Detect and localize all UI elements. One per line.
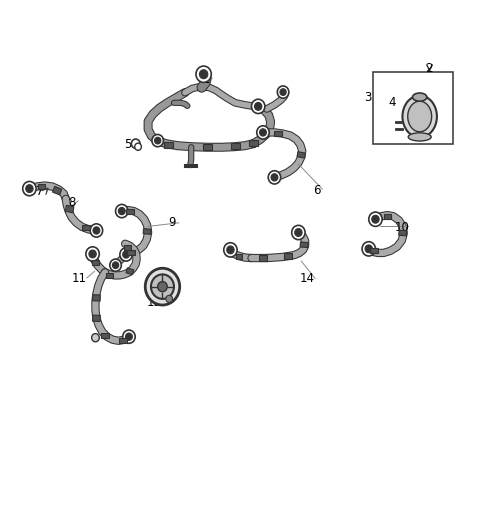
Circle shape: [365, 245, 372, 253]
Bar: [107, 273, 113, 278]
Circle shape: [254, 102, 262, 110]
Circle shape: [196, 66, 211, 82]
Circle shape: [271, 174, 278, 181]
Circle shape: [135, 143, 142, 151]
Ellipse shape: [408, 101, 432, 132]
Ellipse shape: [402, 96, 437, 137]
Bar: [101, 333, 109, 338]
Bar: [93, 315, 100, 322]
Circle shape: [120, 248, 132, 261]
Circle shape: [257, 126, 269, 139]
Bar: [126, 268, 134, 275]
Bar: [384, 214, 391, 219]
Bar: [53, 186, 62, 195]
Circle shape: [166, 295, 172, 303]
Bar: [275, 131, 282, 136]
Circle shape: [86, 247, 99, 261]
Bar: [300, 242, 308, 248]
Bar: [284, 253, 292, 259]
Circle shape: [26, 185, 33, 193]
Ellipse shape: [408, 133, 431, 141]
Bar: [259, 255, 267, 261]
Circle shape: [227, 246, 234, 254]
Bar: [124, 245, 131, 250]
Circle shape: [145, 268, 180, 305]
Bar: [164, 142, 172, 148]
Circle shape: [23, 181, 36, 196]
Ellipse shape: [412, 93, 427, 101]
Text: 5: 5: [124, 138, 131, 151]
Text: 12: 12: [145, 281, 160, 294]
Bar: [249, 140, 258, 146]
Circle shape: [362, 242, 375, 256]
Circle shape: [157, 282, 167, 292]
Text: 11: 11: [72, 272, 87, 286]
Circle shape: [277, 86, 289, 98]
Circle shape: [123, 251, 130, 258]
Bar: [143, 228, 151, 234]
Text: 10: 10: [395, 221, 409, 234]
Text: 14: 14: [300, 272, 314, 286]
Circle shape: [110, 259, 121, 271]
Text: 7: 7: [36, 185, 44, 198]
Circle shape: [224, 243, 237, 257]
Bar: [92, 260, 99, 265]
Text: 6: 6: [313, 184, 320, 197]
Text: 2: 2: [425, 61, 433, 75]
Text: 1: 1: [203, 73, 210, 87]
Bar: [93, 295, 100, 301]
Circle shape: [112, 262, 119, 269]
Circle shape: [295, 228, 302, 237]
Bar: [231, 143, 240, 150]
Circle shape: [268, 170, 281, 184]
Circle shape: [119, 207, 125, 215]
Circle shape: [151, 274, 174, 299]
Circle shape: [90, 224, 103, 237]
Bar: [297, 152, 305, 158]
Circle shape: [152, 135, 163, 147]
Circle shape: [93, 227, 100, 234]
Circle shape: [199, 70, 208, 79]
Circle shape: [369, 212, 382, 226]
Circle shape: [155, 137, 161, 144]
Text: 9: 9: [168, 216, 176, 229]
Bar: [120, 338, 127, 343]
Circle shape: [292, 225, 305, 240]
Circle shape: [126, 333, 132, 340]
Circle shape: [92, 334, 99, 342]
Text: 13: 13: [146, 296, 161, 309]
Bar: [82, 225, 90, 230]
Bar: [127, 250, 135, 255]
Circle shape: [252, 99, 265, 114]
Circle shape: [260, 129, 266, 136]
Circle shape: [132, 139, 140, 148]
Bar: [37, 184, 45, 189]
Circle shape: [89, 250, 96, 258]
Circle shape: [280, 89, 286, 95]
Bar: [203, 144, 212, 151]
Circle shape: [372, 216, 379, 223]
Bar: [65, 205, 74, 213]
Circle shape: [116, 204, 128, 218]
Bar: [370, 248, 378, 253]
Bar: [126, 208, 134, 214]
Text: 8: 8: [68, 197, 75, 209]
Text: 4: 4: [388, 96, 396, 110]
Bar: [373, 72, 454, 144]
Bar: [236, 254, 242, 259]
Circle shape: [123, 330, 135, 344]
Text: 3: 3: [365, 91, 372, 104]
Bar: [399, 230, 407, 236]
